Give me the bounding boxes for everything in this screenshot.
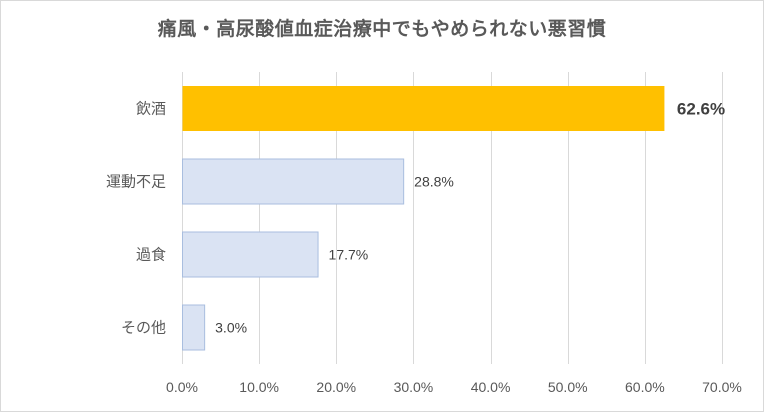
- bar: [182, 158, 405, 205]
- data-label: 62.6%: [677, 100, 725, 119]
- x-tick-label: 10.0%: [239, 379, 279, 395]
- x-tick-label: 70.0%: [702, 379, 742, 395]
- category-label: 運動不足: [106, 173, 166, 191]
- bar: [182, 231, 319, 278]
- data-label: 17.7%: [329, 247, 369, 263]
- bar: [182, 304, 206, 351]
- x-tick-label: 40.0%: [471, 379, 511, 395]
- category-label: 過食: [136, 246, 166, 264]
- data-labels: 62.6% 28.8% 17.7% 3.0%: [215, 100, 725, 336]
- category-label: 飲酒: [136, 100, 166, 118]
- x-axis-tick-labels: 0.0% 10.0% 20.0% 30.0% 40.0% 50.0% 60.0% 70.0%: [166, 379, 742, 395]
- category-label: その他: [121, 319, 166, 337]
- x-tick-label: 30.0%: [394, 379, 434, 395]
- bars: [182, 86, 665, 351]
- chart-title: 痛風・高尿酸値血症治療中でもやめられない悪習慣: [157, 18, 607, 40]
- x-tick-label: 20.0%: [316, 379, 356, 395]
- data-label: 3.0%: [215, 320, 247, 336]
- x-tick-label: 50.0%: [548, 379, 588, 395]
- bar: [182, 86, 665, 131]
- x-tick-label: 0.0%: [166, 379, 198, 395]
- x-tick-label: 60.0%: [625, 379, 665, 395]
- data-label: 28.8%: [414, 174, 454, 190]
